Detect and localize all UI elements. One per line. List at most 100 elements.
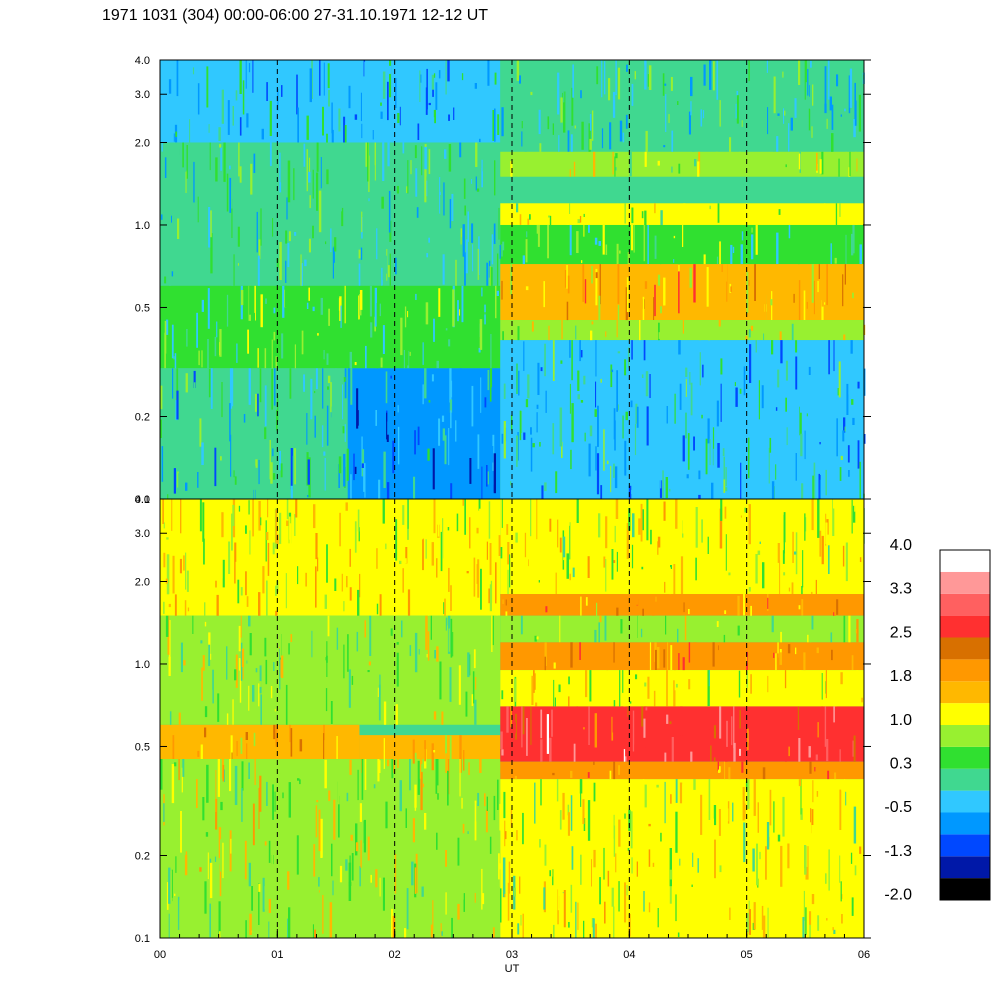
- heatmap-speck: [624, 884, 626, 890]
- heatmap-speck: [838, 158, 840, 177]
- heatmap-speck: [433, 318, 435, 342]
- heatmap-speck: [718, 320, 721, 327]
- colorbar-swatch: [940, 659, 990, 682]
- heatmap-speck: [563, 91, 566, 133]
- heatmap-speck: [265, 298, 267, 304]
- heatmap-speck: [710, 745, 712, 762]
- heatmap-speck: [569, 522, 571, 560]
- heatmap-speck: [798, 280, 801, 320]
- heatmap-speck: [215, 770, 217, 812]
- heatmap-speck: [438, 418, 441, 446]
- heatmap-speck: [165, 615, 169, 637]
- heatmap-speck: [617, 351, 621, 354]
- heatmap-speck: [343, 601, 345, 612]
- heatmap-speck: [831, 133, 834, 152]
- heatmap-speck: [717, 443, 720, 468]
- heatmap-speck: [264, 637, 267, 657]
- heatmap-speck: [290, 60, 293, 78]
- heatmap-speck: [395, 519, 398, 561]
- heatmap-speck: [646, 499, 649, 541]
- heatmap-speck: [798, 153, 801, 170]
- heatmap-speck: [674, 657, 676, 671]
- heatmap-speck: [537, 362, 540, 395]
- heatmap-speck: [368, 661, 371, 666]
- heatmap-speck: [388, 524, 391, 529]
- heatmap-speck: [800, 779, 802, 815]
- heatmap-speck: [492, 110, 495, 141]
- heatmap-speck: [210, 672, 212, 699]
- heatmap-speck: [428, 612, 430, 616]
- heatmap-speck: [478, 207, 480, 232]
- heatmap-speck: [379, 877, 381, 897]
- panels: 0.10.20.51.02.03.04.00.10.20.51.02.03.04…: [135, 55, 871, 945]
- heatmap-speck: [685, 378, 687, 397]
- heatmap-speck: [706, 706, 708, 725]
- heatmap-speck: [743, 461, 746, 484]
- heatmap-speck: [505, 599, 507, 606]
- heatmap-speck: [321, 425, 324, 448]
- heatmap-speck: [794, 98, 797, 118]
- heatmap-speck: [713, 61, 715, 91]
- heatmap-speck: [629, 673, 631, 701]
- heatmap-speck: [401, 109, 403, 127]
- heatmap-speck: [678, 163, 681, 174]
- heatmap-speck: [482, 893, 485, 905]
- heatmap-speck: [209, 210, 212, 238]
- heatmap-speck: [773, 76, 776, 114]
- heatmap-speck: [344, 424, 346, 442]
- heatmap-speck: [497, 692, 499, 711]
- heatmap-speck: [740, 244, 743, 265]
- heatmap-speck: [290, 485, 293, 499]
- heatmap-speck: [507, 569, 509, 594]
- heatmap-speck: [285, 230, 288, 244]
- heatmap-speck: [164, 157, 167, 178]
- heatmap-speck: [836, 74, 839, 87]
- heatmap-speck: [221, 544, 223, 579]
- heatmap-speck: [854, 499, 856, 512]
- heatmap-speck: [266, 781, 268, 806]
- heatmap-speck: [540, 709, 543, 739]
- heatmap-speck: [208, 124, 210, 133]
- heatmap-speck: [392, 153, 395, 162]
- heatmap-speck: [673, 259, 675, 263]
- heatmap-speck: [248, 62, 251, 73]
- heatmap-speck: [279, 241, 282, 281]
- heatmap-speck: [594, 713, 597, 748]
- heatmap-speck: [700, 109, 703, 127]
- heatmap-speck: [643, 891, 645, 912]
- heatmap-speck: [517, 155, 520, 177]
- heatmap-speck: [449, 399, 453, 413]
- heatmap-speck: [333, 799, 336, 840]
- heatmap-speck: [740, 462, 742, 499]
- heatmap-speck: [204, 621, 207, 627]
- heatmap-speck: [335, 368, 338, 403]
- heatmap-speck: [282, 285, 285, 318]
- heatmap-speck: [725, 467, 727, 487]
- heatmap-speck: [329, 902, 333, 938]
- heatmap-speck: [495, 753, 498, 758]
- heatmap-speck: [437, 793, 439, 800]
- heatmap-speck: [232, 504, 235, 526]
- heatmap-speck: [315, 805, 318, 838]
- heatmap-speck: [256, 739, 259, 759]
- heatmap-speck: [591, 859, 592, 887]
- y-tick-label: 3.0: [135, 528, 150, 540]
- heatmap-speck: [249, 530, 251, 555]
- heatmap-speck: [458, 309, 460, 316]
- heatmap-region: [500, 670, 864, 707]
- heatmap-speck: [416, 207, 419, 218]
- heatmap-speck: [498, 535, 501, 556]
- heatmap-speck: [472, 671, 475, 704]
- heatmap-speck: [609, 228, 612, 239]
- heatmap-speck: [354, 521, 357, 553]
- heatmap-speck: [369, 615, 372, 656]
- heatmap-speck: [431, 542, 434, 566]
- heatmap-speck: [361, 211, 363, 233]
- heatmap-speck: [592, 110, 594, 141]
- heatmap-speck: [845, 542, 848, 582]
- heatmap-speck: [643, 718, 646, 738]
- heatmap-speck: [848, 457, 851, 487]
- heatmap-speck: [623, 749, 626, 762]
- heatmap-speck: [210, 233, 213, 274]
- heatmap-speck: [260, 694, 262, 725]
